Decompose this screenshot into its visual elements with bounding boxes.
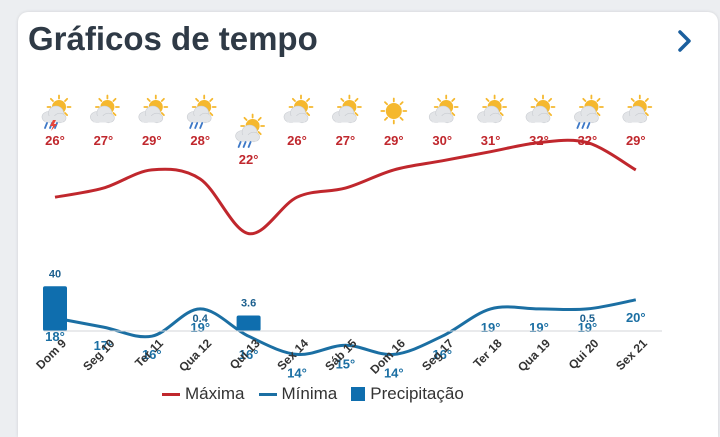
legend-min-swatch (258, 392, 277, 396)
rain-icon (235, 113, 266, 148)
min-temp-label: 18° (45, 329, 65, 344)
day-label: Ter 18 (470, 336, 505, 371)
partly-cloudy-icon (90, 94, 120, 124)
sun-icon (380, 97, 408, 125)
legend-item-precip[interactable]: Precipitação (351, 384, 464, 404)
partly-cloudy-icon (525, 94, 556, 124)
day-label: Qui 20 (566, 336, 602, 372)
min-temp-label: 14° (287, 365, 307, 380)
max-temp-label: 28° (190, 133, 210, 148)
min-temp-label: 17° (94, 338, 114, 353)
precip-label: 40 (49, 268, 61, 280)
storm-icon (41, 94, 72, 131)
chevron-right-icon[interactable] (670, 26, 700, 56)
min-temp-label: 15° (336, 356, 356, 371)
page-title: Gráficos de tempo (28, 20, 318, 57)
max-temp-label: 31° (481, 133, 501, 148)
min-temp-label: 16° (142, 347, 162, 362)
max-temp-label: 29° (626, 133, 646, 148)
max-temp-label: 29° (384, 133, 404, 148)
min-temp-label: 16° (239, 347, 259, 362)
legend-precip-swatch (351, 387, 366, 401)
min-temp-label: 19° (481, 320, 501, 335)
precip-label: 0.4 (193, 313, 209, 325)
partly-cloudy-icon (283, 94, 314, 124)
precip-label: 0.5 (580, 313, 595, 325)
precip-label: 3.6 (241, 297, 256, 309)
day-label: Sex 21 (613, 336, 650, 373)
rain-icon (186, 94, 217, 129)
max-temp-label: 26° (45, 133, 65, 148)
min-temp-label: 14° (384, 365, 404, 380)
legend-max-label: Máxima (185, 384, 245, 403)
legend-item-min[interactable]: Mínima (258, 384, 338, 404)
precip-bar (43, 286, 67, 331)
partly-cloudy-icon (622, 94, 653, 124)
precip-bar (236, 315, 261, 331)
chart-legend: Máxima Mínima Precipitação (162, 384, 478, 404)
partly-cloudy-icon (332, 94, 362, 124)
max-temp-label: 26° (287, 133, 307, 148)
max-temp-label: 27° (336, 133, 356, 148)
max-temperature-line (54, 138, 637, 236)
min-temp-label: 20° (626, 310, 646, 325)
partly-cloudy-icon (477, 94, 508, 124)
day-label: Qua 19 (515, 336, 553, 374)
min-temp-label: 16° (432, 347, 452, 362)
legend-max-swatch (162, 392, 180, 396)
partly-cloudy-icon (138, 94, 169, 124)
rain-icon (574, 94, 604, 129)
max-temp-label: 22° (239, 152, 259, 167)
legend-min-label: Mínima (281, 384, 338, 403)
day-label: Qua 12 (176, 336, 214, 374)
partly-cloudy-icon (428, 94, 459, 124)
max-temp-label: 29° (142, 133, 162, 148)
legend-item-max[interactable]: Máxima (162, 384, 245, 404)
max-temp-label: 30° (432, 133, 452, 148)
legend-precip-label: Precipitação (370, 384, 464, 403)
min-temperature-line (54, 298, 637, 356)
weather-charts-card: Gráficos de tempo (18, 12, 718, 437)
max-temp-label: 27° (94, 133, 114, 148)
min-temp-label: 19° (529, 320, 549, 335)
